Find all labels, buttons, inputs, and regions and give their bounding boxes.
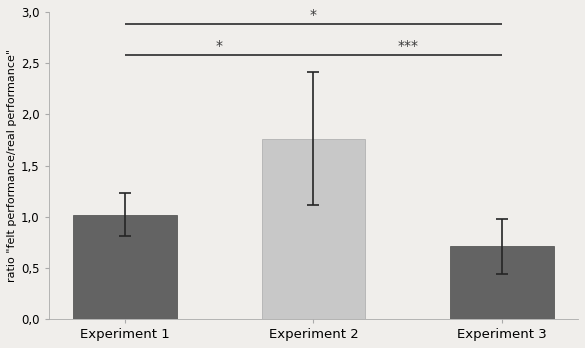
Bar (261, 139, 365, 319)
Bar (450, 246, 554, 319)
Text: *: * (215, 39, 222, 53)
Bar (73, 215, 177, 319)
Y-axis label: ratio "felt performance/real performance": ratio "felt performance/real performance… (7, 49, 17, 282)
Text: ***: *** (397, 39, 418, 53)
Text: *: * (310, 8, 317, 22)
